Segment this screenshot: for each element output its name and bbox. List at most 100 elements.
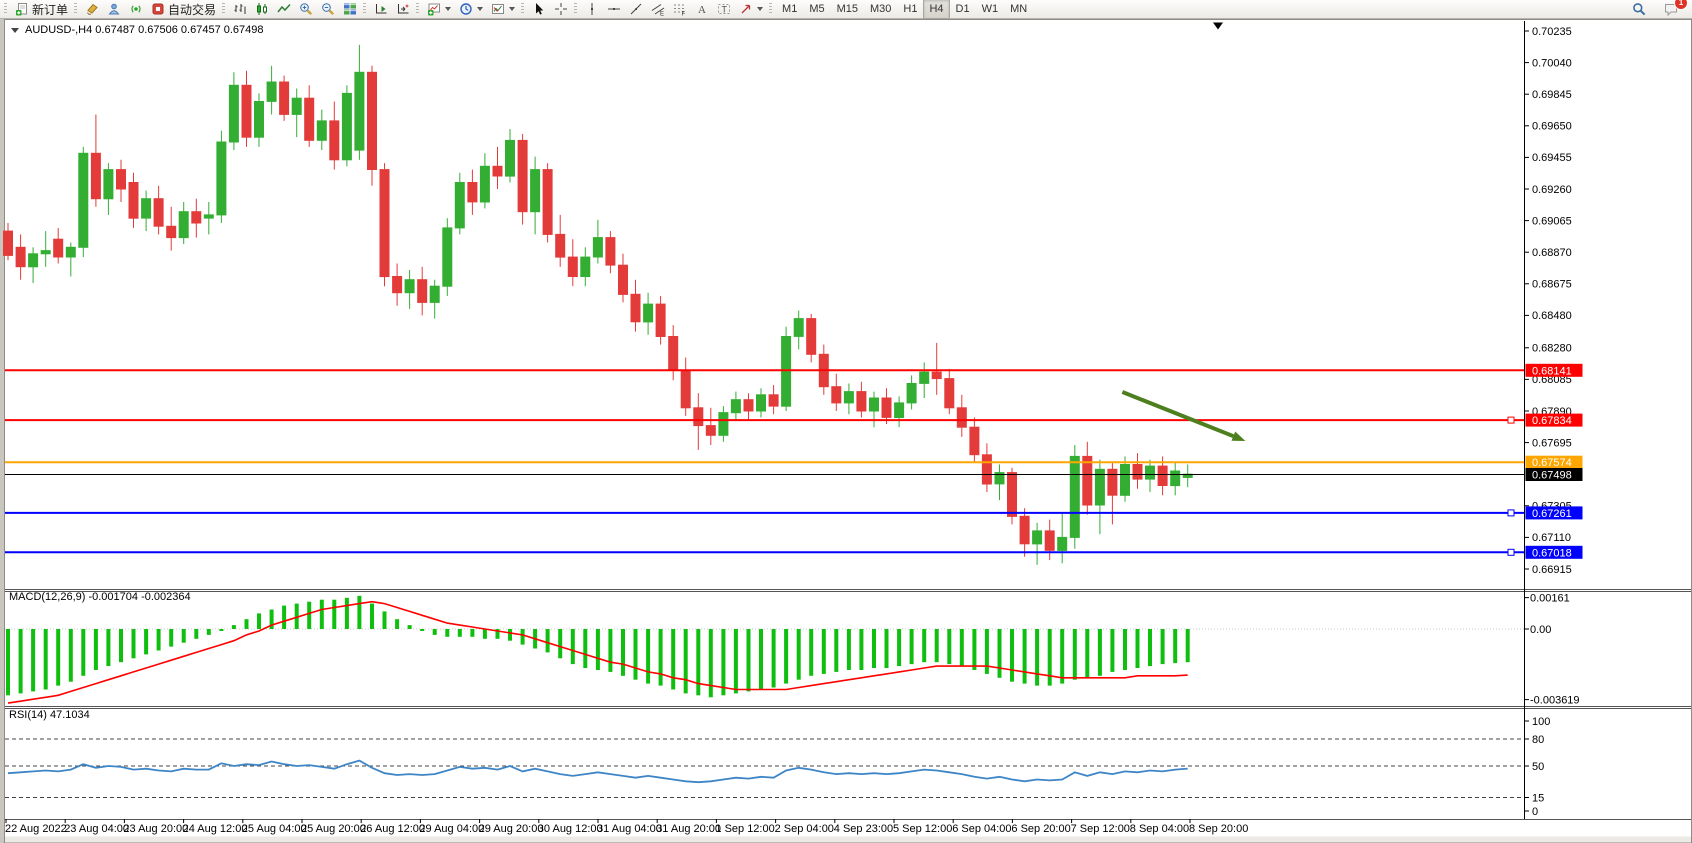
candle (806, 313, 817, 363)
candle (517, 133, 528, 225)
timeframe-d1-button[interactable]: D1 (955, 3, 970, 15)
svg-text:5 Sep 12:00: 5 Sep 12:00 (893, 823, 952, 835)
auto-scroll-button[interactable] (392, 0, 414, 18)
periods-button[interactable] (455, 0, 487, 18)
candle (542, 163, 553, 243)
tile-windows-icon (343, 2, 357, 16)
candle (78, 146, 89, 258)
chart-canvas: 0.70235 0.70040 0.69845 0.69650 0.69455 0.692… (0, 19, 1692, 843)
svg-text:0.67834: 0.67834 (1532, 415, 1572, 427)
text-tool-button[interactable]: A (691, 0, 713, 18)
timeframe-h1-button[interactable]: H1 (903, 3, 918, 15)
search-button[interactable] (1628, 0, 1650, 18)
new-order-button[interactable]: 新订单 (11, 0, 72, 18)
arrows-button[interactable] (735, 0, 767, 18)
timeframe-m15-button[interactable]: M15 (836, 3, 858, 15)
chart-title[interactable]: AUDUSD-,H4 0.67487 0.67506 0.67457 0.674… (11, 24, 264, 36)
crosshair-icon (554, 2, 568, 16)
trend-arrow[interactable] (1121, 390, 1246, 441)
timeframe-mn-button[interactable]: MN (1010, 3, 1028, 15)
candle (316, 109, 327, 151)
svg-text:25 Aug 04:00: 25 Aug 04:00 (242, 823, 307, 835)
svg-text:30 Aug 12:00: 30 Aug 12:00 (538, 823, 603, 835)
new-chart-button[interactable] (423, 0, 455, 18)
notifications-button[interactable]: 1 (1660, 0, 1688, 18)
dropdown-caret-icon (477, 7, 484, 11)
vline-icon (585, 2, 599, 16)
candle (467, 169, 478, 215)
svg-text:23 Aug 04:00: 23 Aug 04:00 (64, 823, 129, 835)
svg-text:1 Sep 12:00: 1 Sep 12:00 (715, 823, 774, 835)
text-label-button[interactable]: T (713, 0, 735, 18)
fibonacci-button[interactable]: F (669, 0, 691, 18)
macd-signal-line (7, 600, 1188, 704)
candle (28, 247, 39, 283)
timeframe-w1-button[interactable]: W1 (981, 3, 999, 15)
svg-text:F: F (682, 12, 686, 17)
candle (781, 326, 792, 411)
candle (643, 292, 654, 335)
horizontal-line-0.67261[interactable]: 0.67261 (5, 506, 1583, 520)
candle (241, 70, 252, 147)
search-icon (1632, 2, 1646, 16)
candle (203, 202, 214, 235)
zoom-in-button[interactable] (295, 0, 317, 18)
candle (592, 219, 603, 264)
horizontal-line-button[interactable] (603, 0, 625, 18)
profile-button[interactable] (103, 0, 125, 18)
horizontal-line-0.68141[interactable]: 0.68141 (5, 363, 1583, 378)
templates-button[interactable] (487, 0, 519, 18)
signals-button[interactable] (125, 0, 147, 18)
crosshair-button[interactable] (550, 0, 572, 18)
horizontal-line-0.67574[interactable]: 0.67574 (5, 455, 1583, 470)
cursor-button[interactable] (528, 0, 550, 18)
chart-shift-marker[interactable] (1213, 22, 1223, 30)
main-chart-pane[interactable] (5, 22, 1524, 589)
timeframe-h4-button[interactable]: H4 (923, 0, 950, 19)
svg-text:0.67695: 0.67695 (1532, 437, 1572, 449)
macd-pane[interactable] (5, 592, 1524, 706)
svg-text:6 Sep 20:00: 6 Sep 20:00 (1011, 823, 1070, 835)
svg-text:0.69455: 0.69455 (1532, 152, 1572, 164)
pane-splitters[interactable] (5, 589, 1691, 820)
candle (618, 253, 628, 303)
trendline-button[interactable] (625, 0, 647, 18)
horizontal-line-0.67834[interactable]: 0.67834 (5, 413, 1583, 428)
candlestick-chart-button[interactable] (251, 0, 273, 18)
bar-chart-button[interactable] (229, 0, 251, 18)
candle (141, 190, 152, 232)
autotrading-button[interactable]: 自动交易 (147, 0, 220, 18)
chart-menu-caret[interactable] (11, 27, 19, 33)
candle (442, 218, 453, 296)
toolbar-right-cluster: 1 (1628, 0, 1690, 18)
equidistant-channel-button[interactable]: E (647, 0, 669, 18)
chart-background (0, 19, 1692, 843)
timeframe-m5-button[interactable]: M5 (809, 3, 825, 15)
svg-text:0.69260: 0.69260 (1532, 184, 1572, 196)
rsi-pane[interactable] (5, 709, 1524, 819)
candle (291, 88, 302, 138)
candle (530, 156, 541, 235)
chart-shift-button[interactable] (370, 0, 392, 18)
vertical-line-button[interactable] (581, 0, 603, 18)
zoom-out-button[interactable] (317, 0, 339, 18)
candle (756, 388, 766, 418)
styler-icon (85, 2, 99, 16)
timeframe-m1-button[interactable]: M1 (782, 3, 798, 15)
svg-text:50: 50 (1532, 761, 1544, 773)
toolbar-grip (4, 3, 7, 15)
candle (906, 375, 917, 410)
rsi-levels: 100 80 50 15 0 (5, 716, 1550, 818)
svg-text:23 Aug 20:00: 23 Aug 20:00 (123, 823, 188, 835)
horizontal-line-0.67018[interactable]: 0.67018 (5, 545, 1583, 560)
svg-text:80: 80 (1532, 734, 1544, 746)
macd-axis[interactable]: 0.00161 0.00 -0.003619 (1524, 592, 1580, 706)
timeframe-m30-button[interactable]: M30 (870, 3, 892, 15)
line-chart-button[interactable] (273, 0, 295, 18)
candle (329, 101, 340, 170)
candle (178, 202, 189, 245)
candle (367, 65, 377, 186)
tile-windows-button[interactable] (339, 0, 361, 18)
styler-button[interactable] (81, 0, 103, 18)
